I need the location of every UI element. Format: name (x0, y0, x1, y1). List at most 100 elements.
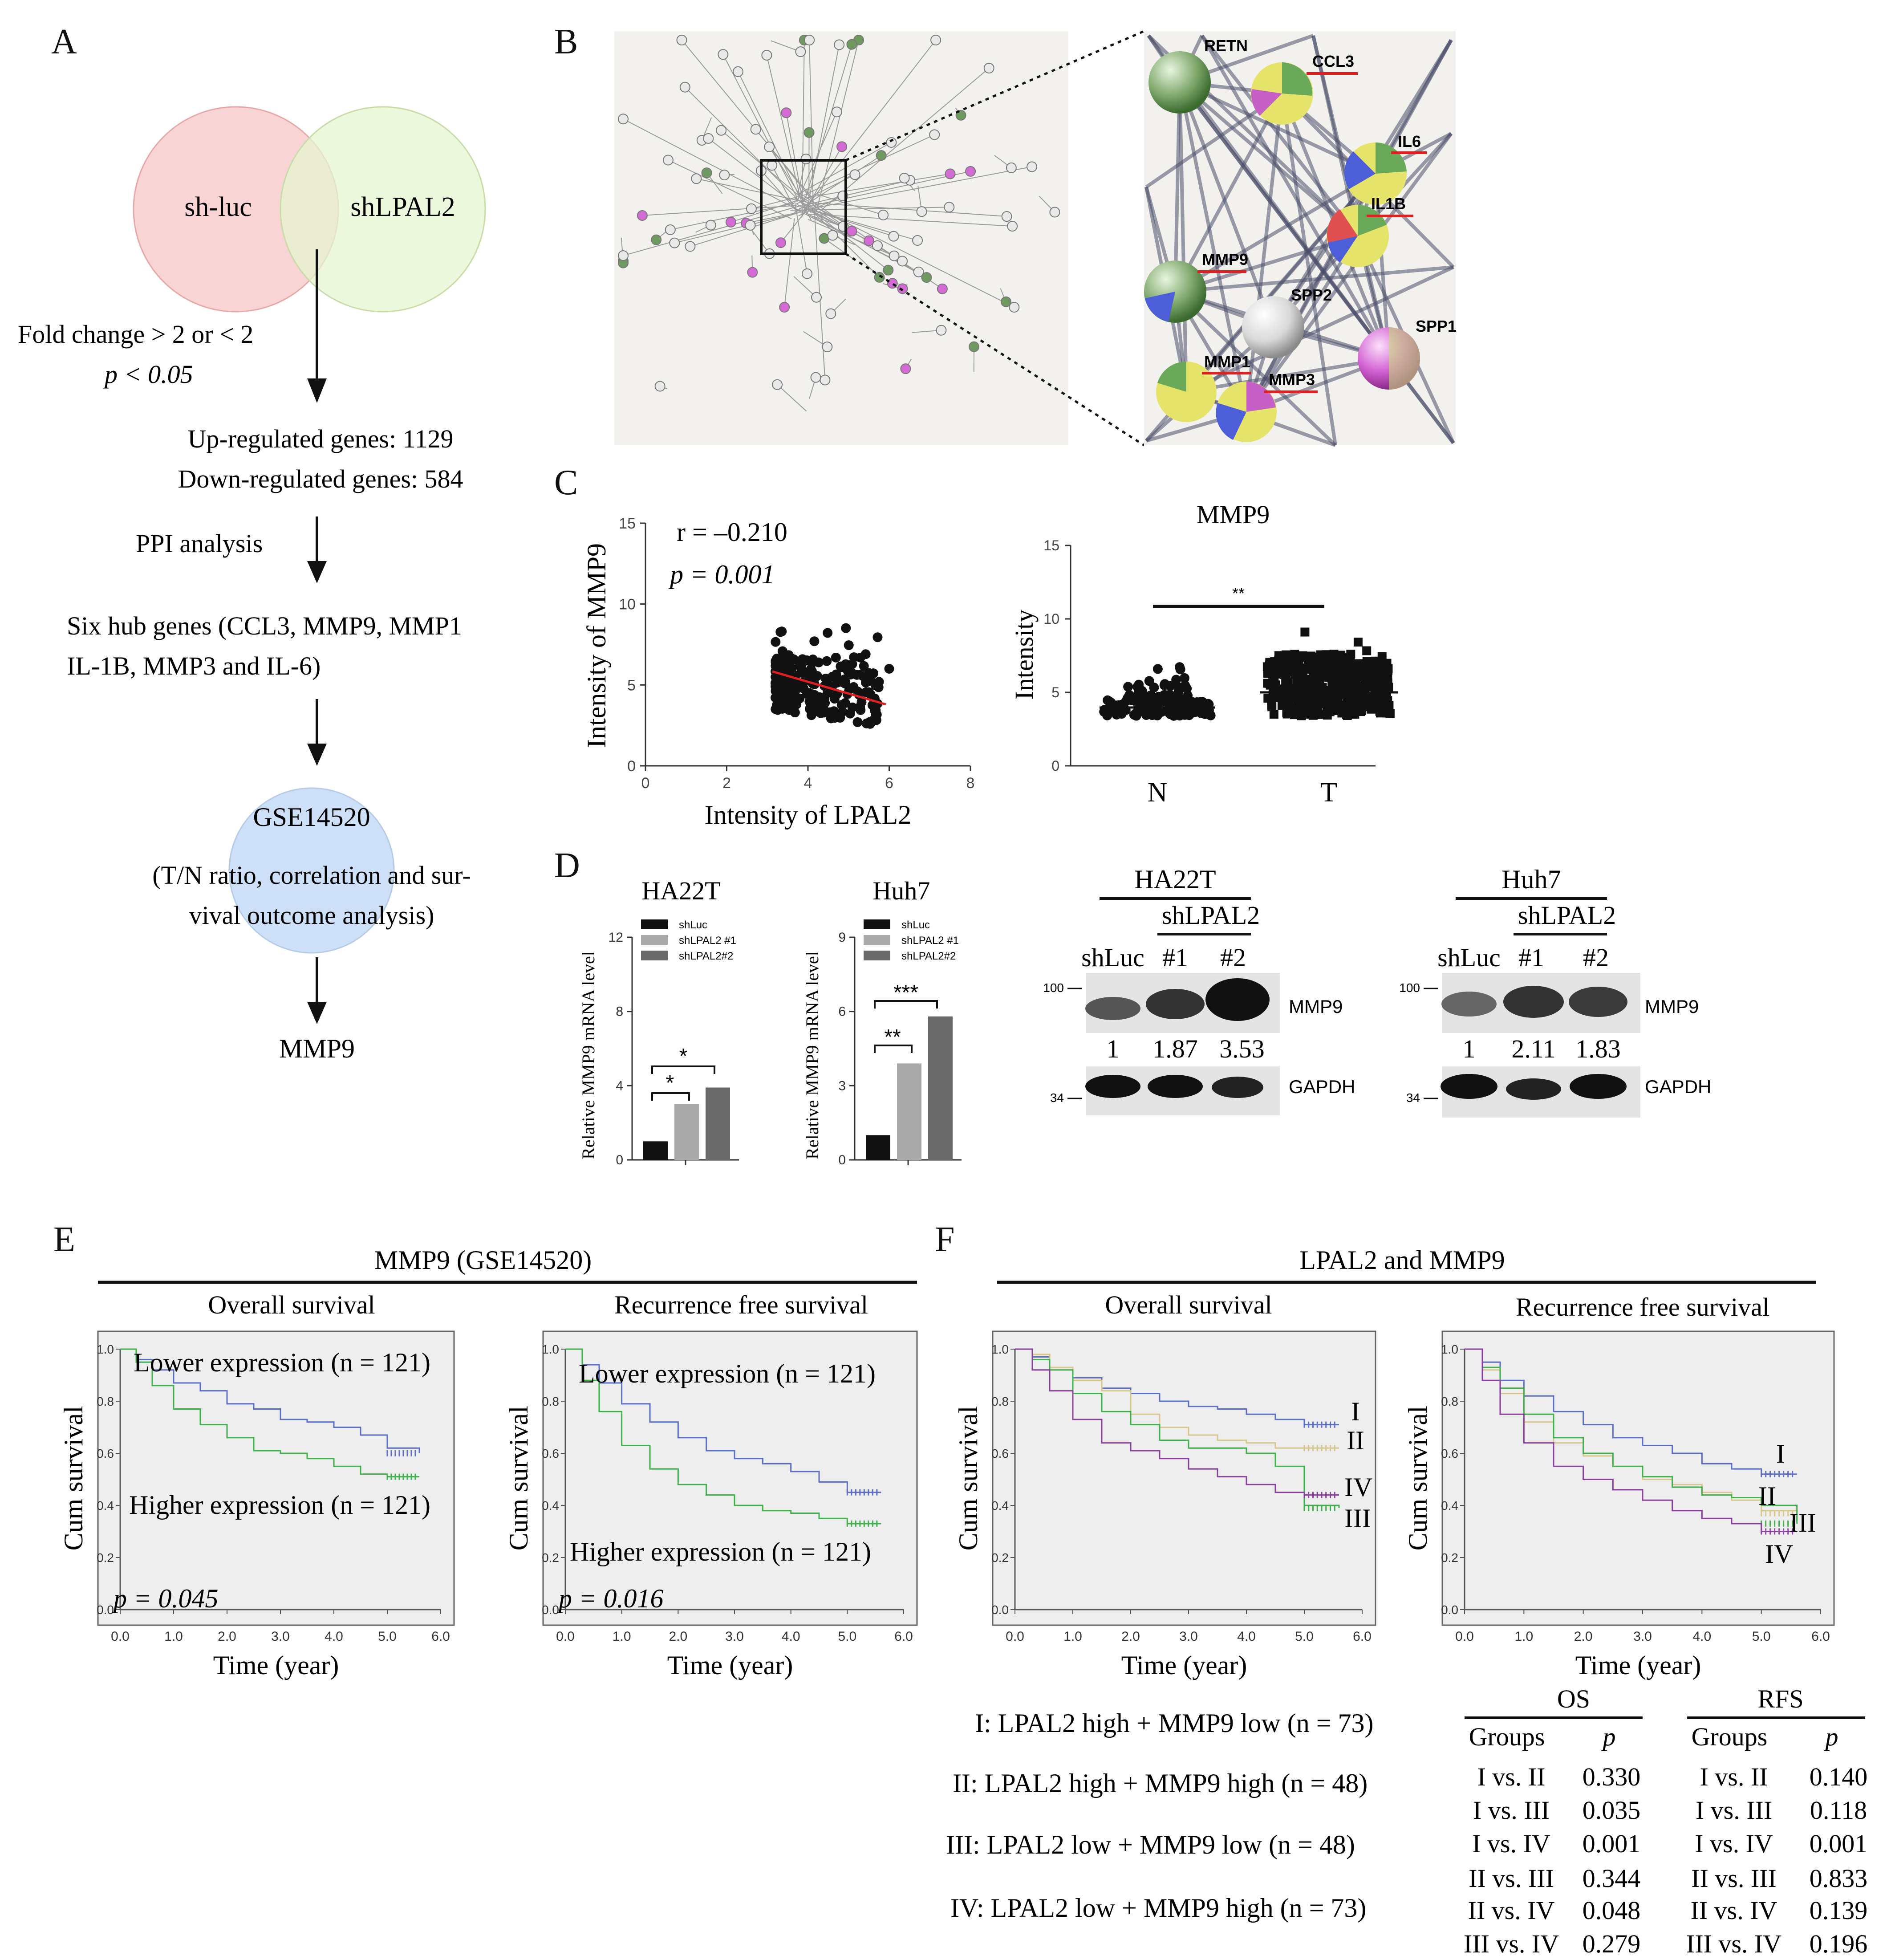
dotplot-point-t (1336, 651, 1346, 660)
network-node (1007, 221, 1018, 232)
network-node (685, 241, 696, 252)
dotplot-point-t (1290, 659, 1299, 668)
scatter-point (860, 677, 871, 687)
scatter-y-tick-label: 0 (627, 758, 636, 775)
f-rfs-label-iv: IV (1765, 1539, 1793, 1569)
network-node (945, 168, 956, 179)
km-ylabel: Cum survival (954, 1406, 983, 1551)
network-node (719, 169, 730, 180)
legend-swatch-sh1 (641, 935, 668, 945)
panel-e-os-title: Overall survival (208, 1290, 375, 1319)
rfs-table-header: RFS (1757, 1684, 1803, 1713)
down-regulated-genes: Down-regulated genes: 584 (178, 464, 463, 493)
network-node (701, 167, 712, 179)
bar-y-tick-label: 3 (838, 1078, 846, 1093)
km-x-tick-label: 6.0 (431, 1629, 450, 1644)
network-edge (805, 44, 852, 198)
blot-ha22t-gapdh-label: GAPDH (1289, 1076, 1355, 1097)
zoom-edge (1186, 357, 1389, 394)
network-node (1001, 211, 1012, 222)
scatter-point (775, 676, 785, 687)
network-node (654, 381, 666, 392)
zoom-edge (1178, 82, 1248, 412)
scatter-point (841, 623, 851, 633)
scatter-point (783, 679, 793, 689)
dotplot-point-n (1175, 664, 1185, 675)
km-x-tick-label: 2.0 (669, 1629, 687, 1644)
dotplot-y-tick-label: 10 (1043, 611, 1059, 627)
km-x-tick-label: 4.0 (782, 1629, 800, 1644)
km-xlabel: Time (year) (1575, 1651, 1701, 1680)
criteria-pvalue: p < 0.05 (103, 360, 193, 389)
scatter-p-value: p = 0.001 (668, 560, 775, 589)
km-x-tick-label: 0.0 (1455, 1629, 1474, 1644)
blot-ha22t-mmp9-label: MMP9 (1289, 996, 1343, 1017)
km-y-tick-label: 1.0 (991, 1342, 1009, 1356)
panel-c-scatter: 0 2 4 6 8 0 5 10 15 r = –0.210 p = 0.001 Intensi… (582, 515, 974, 830)
scatter-point (808, 655, 818, 665)
scatter-point (847, 659, 857, 669)
scatter-point (771, 657, 781, 667)
blot-ha22t-gapdh-band-3 (1212, 1077, 1263, 1098)
bar-huh7-sig-bracket-1 (874, 1045, 913, 1053)
network-node (747, 267, 758, 278)
scatter-point (811, 706, 821, 716)
dotplot-point-t (1303, 651, 1312, 661)
scatter-xlabel: Intensity of LPAL2 (705, 800, 911, 830)
network-node (810, 372, 821, 383)
blot-ha22t-sh-label: shLPAL2 (1162, 901, 1260, 930)
scatter-ticks: 0 2 4 6 8 0 5 10 15 (619, 515, 974, 792)
panel-a-flowchart: sh-luc shLPAL2 Fold change > 2 or < 2 p … (18, 106, 486, 1063)
zoom-edge (1200, 34, 1391, 360)
km-y-tick-label: 0.4 (1441, 1499, 1458, 1513)
node-label-il1b: IL1B (1371, 195, 1406, 213)
table-group-cell: I vs. III (1696, 1796, 1772, 1825)
node-label-spp1: SPP1 (1416, 317, 1457, 335)
network-edge (795, 166, 1032, 212)
table-p-cell: 0.279 (1583, 1929, 1641, 1958)
network-edge (777, 384, 807, 412)
km-y-tick-label: 0.6 (991, 1447, 1009, 1460)
network-node (936, 325, 947, 336)
scatter-point (773, 705, 783, 715)
bar-0 (866, 1135, 890, 1160)
scatter-point (779, 650, 789, 660)
blot-huh7-sh-label: shLPAL2 (1518, 901, 1616, 930)
scatter-r-value: r = –0.210 (677, 517, 787, 547)
network-node (916, 206, 927, 217)
km-y-tick-label: 0.6 (542, 1447, 559, 1460)
dotplot-y-tick-label: 15 (1043, 537, 1059, 553)
node-mmp1: MMP1 (1156, 353, 1251, 422)
table-group-cell: II vs. III (1469, 1864, 1554, 1893)
group-def-iv: IV: LPAL2 low + MMP9 high (n = 73) (950, 1893, 1366, 1923)
dotplot-point-t (1267, 702, 1277, 712)
blot-ha22t-gapdh-band-1 (1085, 1075, 1140, 1098)
network-node (929, 129, 940, 140)
up-regulated-genes: Up-regulated genes: 1129 (188, 424, 454, 453)
dotplot-point-t (1362, 646, 1372, 655)
km-x-tick-label: 0.0 (111, 1629, 130, 1644)
km-y-tick-label: 0.2 (97, 1551, 114, 1565)
dotplot-point-t (1331, 663, 1341, 672)
dotplot-point-n (1171, 675, 1181, 685)
scatter-point (865, 719, 875, 729)
blot-ha22t-quant-1: 1 (1107, 1034, 1120, 1063)
network-node (764, 141, 775, 152)
network-node (669, 237, 680, 248)
km-x-tick-label: 6.0 (1811, 1629, 1830, 1644)
node-label-il6: IL6 (1398, 132, 1421, 150)
network-edge (784, 218, 795, 308)
panel-f-rfs-title: Recurrence free survival (1516, 1293, 1769, 1322)
dotplot-point-n (1165, 681, 1175, 691)
scatter-point (852, 687, 863, 697)
km-x-tick-label: 3.0 (725, 1629, 744, 1644)
network-node (811, 292, 822, 303)
network-node (779, 302, 790, 313)
km-series-4 (1015, 1348, 1339, 1496)
dotplot-point-t (1353, 699, 1362, 708)
legend-swatch-shluc-huh7 (864, 919, 890, 929)
scatter-point (782, 687, 792, 698)
venn-right-label: shLPAL2 (350, 192, 455, 222)
bar-ha22t-ylabel: Relative MMP9 mRNA level (578, 951, 598, 1159)
bar-2 (706, 1087, 730, 1160)
